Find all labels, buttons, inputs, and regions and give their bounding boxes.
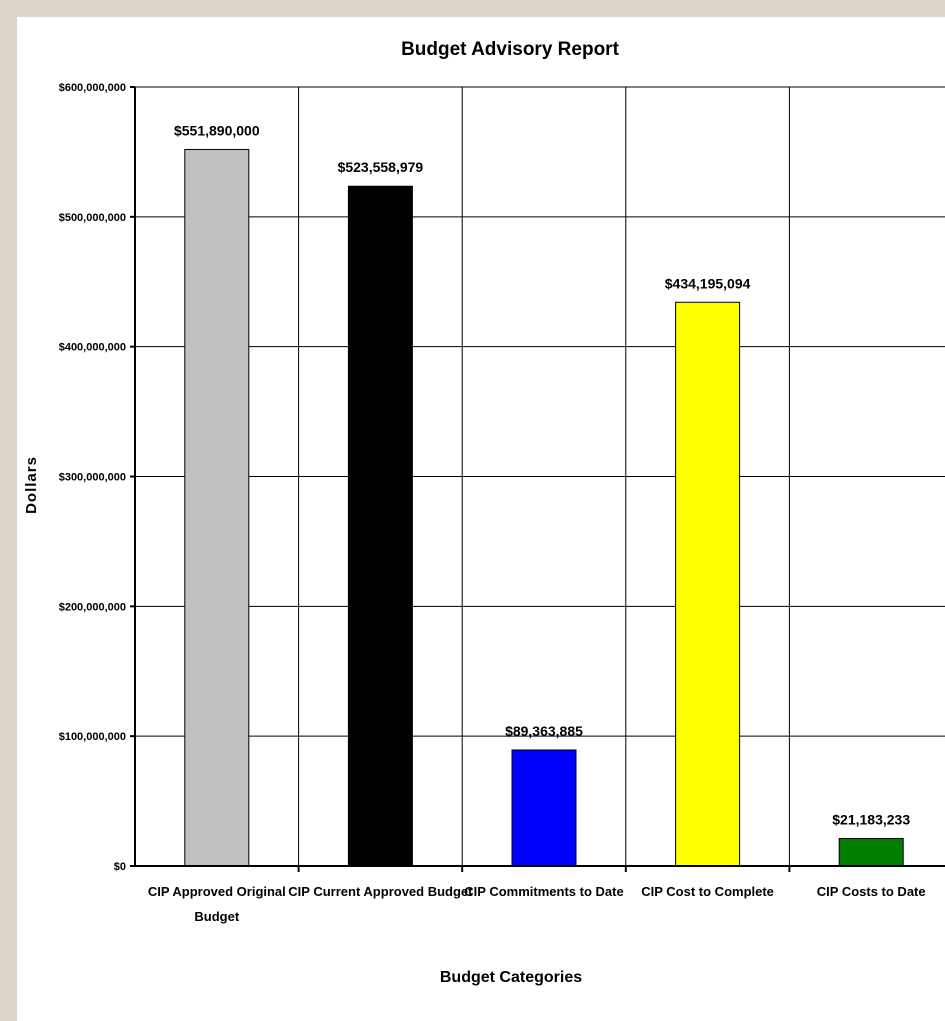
x-tick-label: CIP Cost to Complete bbox=[641, 884, 774, 899]
data-label: $89,363,885 bbox=[505, 723, 583, 739]
data-labels: $551,890,000 $523,558,979 $89,363,885 $434,… bbox=[174, 122, 910, 827]
bar bbox=[675, 301, 741, 867]
y-tick-label: $400,000,000 bbox=[59, 342, 126, 354]
x-axis-title: Budget Categories bbox=[440, 969, 582, 986]
x-tick-label: CIP Current Approved Budget bbox=[288, 884, 473, 899]
x-tick-label: CIP Commitments to Date bbox=[464, 884, 623, 899]
x-tick-label: CIP Costs to Date bbox=[817, 884, 926, 899]
bar bbox=[511, 749, 577, 867]
bars bbox=[184, 148, 904, 867]
y-tick-label: $600,000,000 bbox=[59, 82, 126, 94]
x-tick-label: CIP Approved Original Budget bbox=[148, 884, 286, 924]
bar bbox=[347, 185, 413, 867]
chart-frame: Budget Advisory Report $0 $100,000,000 $20… bbox=[17, 17, 945, 1021]
bar-chart: Budget Advisory Report $0 $100,000,000 $20… bbox=[23, 39, 945, 986]
y-tick-label: $300,000,000 bbox=[59, 472, 126, 484]
data-label: $434,195,094 bbox=[665, 275, 751, 291]
data-label: $21,183,233 bbox=[832, 811, 910, 827]
axes bbox=[130, 86, 945, 872]
bar bbox=[184, 148, 250, 867]
bar bbox=[838, 837, 904, 867]
y-tick-label: $100,000,000 bbox=[59, 731, 126, 743]
y-tick-label: $200,000,000 bbox=[59, 601, 126, 613]
data-label: $551,890,000 bbox=[174, 122, 260, 138]
chart-title: Budget Advisory Report bbox=[401, 39, 619, 60]
y-axis-title: Dollars bbox=[23, 456, 40, 514]
y-tick-label: $500,000,000 bbox=[59, 212, 126, 224]
y-tick-labels: $0 $100,000,000 $200,000,000 $300,000,000 $4… bbox=[59, 82, 126, 873]
y-tick-label: $0 bbox=[114, 861, 126, 873]
data-label: $523,558,979 bbox=[338, 159, 424, 175]
gridlines bbox=[135, 86, 945, 866]
